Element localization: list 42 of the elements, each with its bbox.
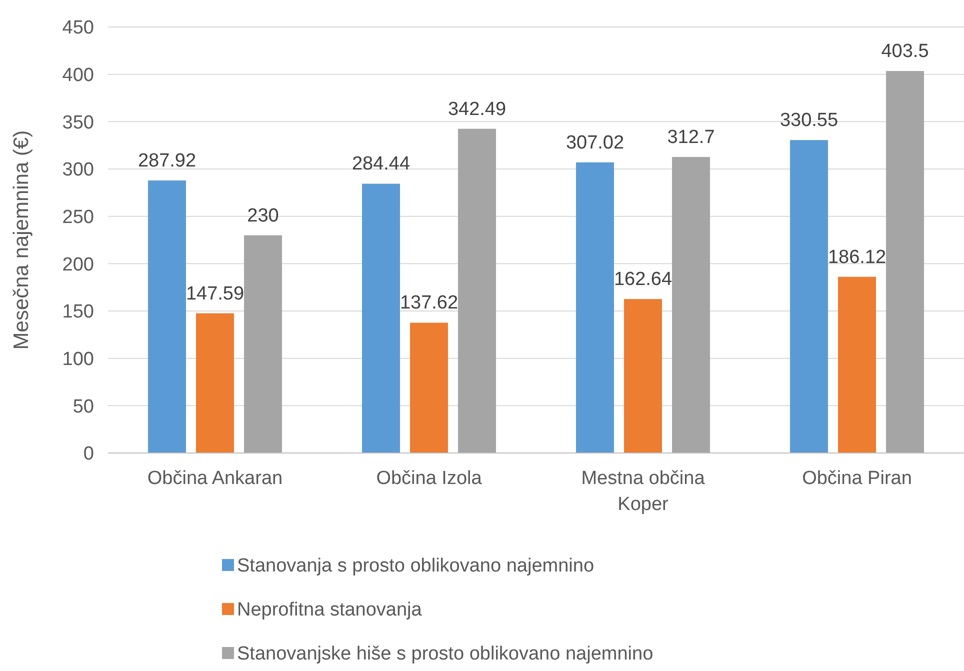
data-label: 186.12 <box>828 246 886 268</box>
legend-label: Stanovanja s prosto oblikovano najemnino <box>237 556 594 577</box>
bar <box>886 71 924 453</box>
bar <box>362 184 400 453</box>
x-tick-label: Občina Izola <box>376 468 482 489</box>
bar <box>196 313 234 453</box>
data-label: 162.64 <box>614 269 672 290</box>
y-tick-label: 400 <box>62 64 94 86</box>
y-tick-label: 0 <box>83 444 94 465</box>
bar <box>410 322 448 453</box>
y-tick-label: 250 <box>62 206 94 228</box>
legend-label: Neprofitna stanovanja <box>237 600 422 621</box>
bar <box>244 235 282 453</box>
bar <box>624 299 662 453</box>
y-tick-label: 350 <box>62 112 94 134</box>
data-label: 307.02 <box>566 132 624 154</box>
y-tick-label: 450 <box>62 18 94 39</box>
bar <box>672 156 710 453</box>
data-label: 342.49 <box>448 98 506 120</box>
bar <box>458 128 496 453</box>
y-tick-label: 200 <box>62 254 94 276</box>
data-label: 137.62 <box>400 292 458 314</box>
data-label: 284.44 <box>352 154 410 175</box>
x-tick-label: Mestna občina Koper <box>581 468 706 515</box>
data-label: 287.92 <box>138 150 196 172</box>
legend-label: Stanovanjske hiše s prosto oblikovano najemnino <box>237 644 654 665</box>
data-label: 312.7 <box>667 126 715 148</box>
bar <box>790 140 828 453</box>
data-label: 403.5 <box>881 41 929 62</box>
y-tick-label: 300 <box>62 160 94 181</box>
data-label: 230 <box>247 205 279 226</box>
bar <box>148 180 186 453</box>
y-tick-label: 100 <box>62 348 94 370</box>
x-tick-label: Občina Ankaran <box>147 468 283 489</box>
bar <box>838 276 876 453</box>
data-label: 330.55 <box>780 110 838 132</box>
y-tick-label: 50 <box>72 396 94 418</box>
y-axis-title: Mesečna najemnina (€) <box>10 130 33 350</box>
x-tick-label: Občina Piran <box>802 468 912 489</box>
bar <box>576 162 614 453</box>
y-tick-label: 150 <box>62 302 94 323</box>
data-label: 147.59 <box>186 283 244 304</box>
